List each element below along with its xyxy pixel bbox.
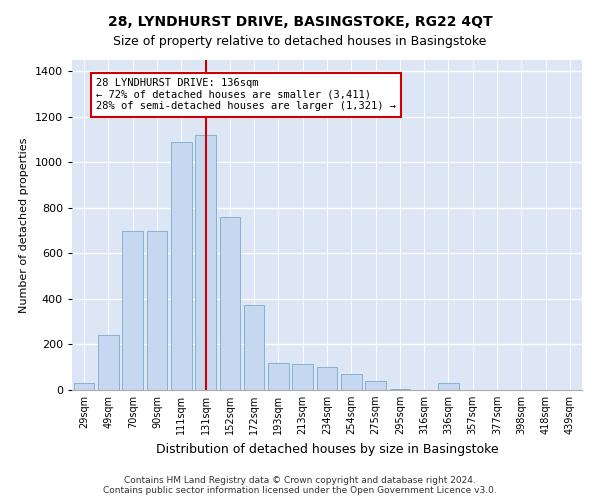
Bar [365,381,386,390]
Bar [98,336,119,390]
Bar [195,135,216,390]
Text: 28, LYNDHURST DRIVE, BASINGSTOKE, RG22 4QT: 28, LYNDHURST DRIVE, BASINGSTOKE, RG22 4… [107,15,493,29]
Bar [74,383,94,390]
Bar [146,230,167,390]
Bar [389,389,410,390]
Text: Size of property relative to detached houses in Basingstoke: Size of property relative to detached ho… [113,35,487,48]
Y-axis label: Number of detached properties: Number of detached properties [19,138,29,312]
Bar [171,142,191,390]
Bar [292,364,313,390]
Text: Contains HM Land Registry data © Crown copyright and database right 2024.
Contai: Contains HM Land Registry data © Crown c… [103,476,497,495]
Bar [317,367,337,390]
Bar [438,383,459,390]
Bar [220,217,240,390]
Bar [341,374,362,390]
Text: 28 LYNDHURST DRIVE: 136sqm
← 72% of detached houses are smaller (3,411)
28% of s: 28 LYNDHURST DRIVE: 136sqm ← 72% of deta… [96,78,396,112]
Bar [268,362,289,390]
Bar [122,230,143,390]
Bar [244,304,265,390]
X-axis label: Distribution of detached houses by size in Basingstoke: Distribution of detached houses by size … [155,442,499,456]
